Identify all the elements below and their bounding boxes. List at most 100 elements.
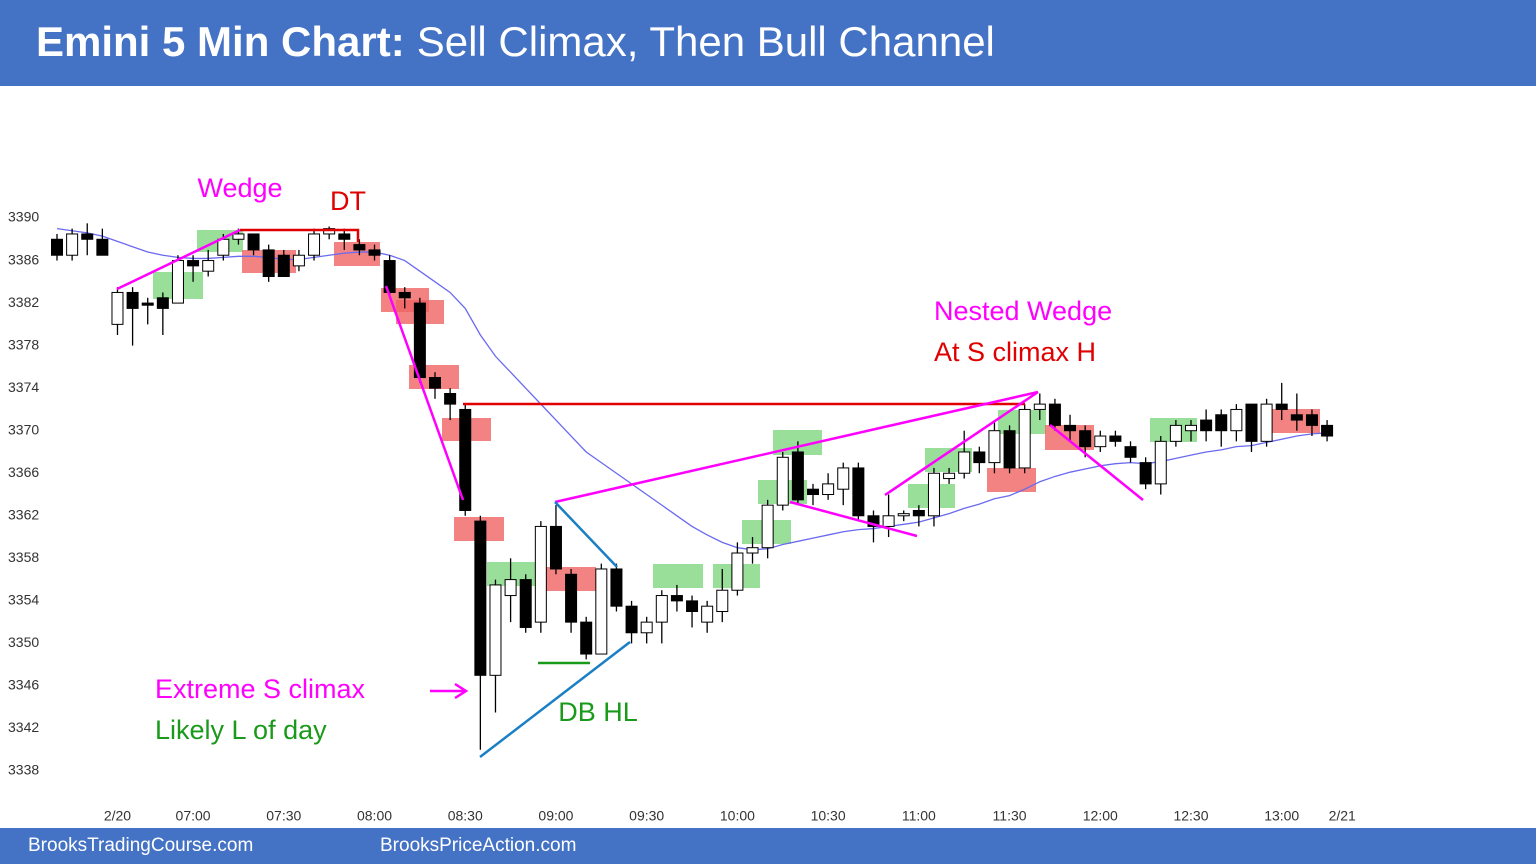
title-text: Sell Climax, Then Bull Channel [417, 18, 995, 65]
candle-body [927, 472, 940, 517]
candle-body [1154, 440, 1167, 485]
y-tick-label: 3354 [8, 592, 39, 608]
candle-body [1321, 424, 1334, 437]
candle-body [171, 260, 184, 304]
candle-body [96, 238, 109, 256]
candle-body [897, 513, 910, 517]
annotation-lines [116, 228, 1144, 758]
candle-body [655, 595, 668, 623]
y-tick-label: 3358 [8, 549, 39, 565]
wedge-line [116, 228, 241, 291]
candle-body [51, 238, 63, 256]
candle-body [308, 233, 321, 256]
candle-body [595, 568, 608, 655]
candle-body [459, 408, 472, 511]
wedge-line [1049, 424, 1144, 501]
y-tick-label: 3342 [8, 719, 39, 735]
signal-box [653, 564, 703, 588]
candle-body [580, 621, 593, 655]
candle-body [519, 579, 532, 628]
candle-body [912, 509, 925, 517]
x-tick-label: 12:30 [1173, 808, 1208, 824]
x-tick-label: 13:00 [1264, 808, 1299, 824]
candle-body [973, 451, 986, 464]
annotation: Extreme S climax [155, 674, 366, 704]
y-tick-label: 3350 [8, 634, 39, 650]
candle-body [852, 467, 865, 517]
y-tick-label: 3346 [8, 677, 39, 693]
candle-body [988, 430, 1001, 464]
candle-body [338, 233, 351, 240]
candle-body [958, 451, 971, 474]
candle-body [1185, 424, 1197, 432]
candle-body [761, 504, 774, 549]
x-tick-label: 07:00 [176, 808, 211, 824]
y-tick-label: 3382 [8, 294, 39, 310]
candle-body [292, 254, 305, 267]
candle-body [686, 600, 699, 613]
candle-body [81, 233, 94, 240]
annotation: DB HL [558, 697, 638, 727]
y-tick-label: 3390 [8, 209, 39, 225]
x-tick-label: 10:30 [811, 808, 846, 824]
x-tick-label: 08:00 [357, 808, 392, 824]
candle-body [882, 515, 895, 527]
candle-body [1094, 435, 1107, 448]
wedge-line [554, 390, 1039, 504]
footer-bar [0, 828, 1536, 864]
x-tick-label: 09:00 [538, 808, 573, 824]
candle-body [504, 579, 517, 597]
candle-body [640, 621, 653, 634]
wedge-line [789, 500, 918, 538]
candle-body [1230, 408, 1243, 432]
y-tick-label: 3378 [8, 336, 39, 352]
annotation: Wedge [197, 173, 282, 203]
plot: 3338 3342 3346 3350 3354 3358 3362 3366 3370 3374… [8, 209, 1356, 824]
wedge-line [884, 390, 1039, 497]
annotation: Nested Wedge [934, 296, 1112, 326]
signal-boxes [153, 230, 1320, 591]
candle-body [701, 605, 714, 623]
candle-body [398, 291, 411, 299]
title-lead: Emini 5 Min Chart: [36, 18, 405, 65]
y-tick-label: 3374 [8, 379, 39, 395]
candle-body [1200, 419, 1213, 432]
candle-body [277, 254, 290, 278]
candle-body [474, 520, 487, 676]
candle-body [141, 302, 154, 306]
candle-body [731, 552, 744, 591]
candle-body [1245, 403, 1258, 442]
candle-body [625, 605, 638, 634]
y-tick-label: 3362 [8, 506, 39, 522]
x-tick-label: 07:30 [266, 808, 301, 824]
x-tick-label: 2/21 [1329, 808, 1356, 824]
x-tick-label: 11:30 [993, 808, 1027, 824]
annotation: At S climax H [934, 337, 1096, 367]
x-tick-label: 08:30 [448, 808, 483, 824]
candle-body [156, 297, 169, 309]
moving-average [56, 228, 1328, 551]
annotation: Likely L of day [155, 715, 327, 745]
candle-body [1215, 414, 1228, 432]
candle-body [111, 291, 124, 325]
candle-body [822, 483, 835, 496]
wedge-line [384, 285, 465, 501]
candle-body [323, 228, 336, 235]
candle-body [66, 233, 79, 256]
candle-body [353, 244, 366, 251]
candle-body [776, 456, 789, 506]
candle-body [217, 238, 230, 256]
y-tick-label: 3366 [8, 464, 39, 480]
candle-body [791, 451, 804, 501]
candle-body [1290, 414, 1303, 421]
annotation: DT [330, 186, 366, 216]
candle-body [610, 568, 623, 607]
candle-body [1139, 462, 1152, 485]
candle-body [534, 525, 547, 623]
candle-body [549, 525, 562, 570]
candle-body [232, 233, 245, 240]
candle-body [262, 249, 275, 278]
footer-link: BrooksPriceAction.com [380, 835, 576, 856]
